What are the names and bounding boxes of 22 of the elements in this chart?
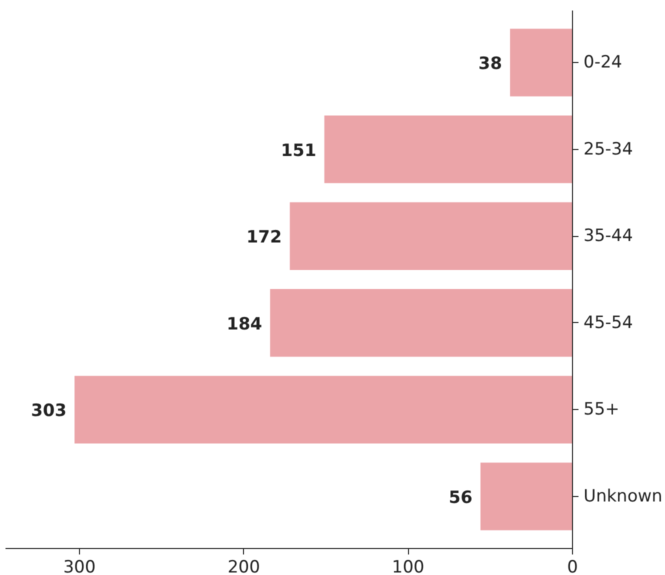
data-label: 172 xyxy=(246,228,282,248)
bar xyxy=(270,289,572,357)
x-tick-label: 100 xyxy=(392,558,424,575)
x-tick-label: 300 xyxy=(63,558,96,575)
data-label: 303 xyxy=(31,401,67,422)
bar xyxy=(74,376,572,444)
y-tick-label: 25-34 xyxy=(584,139,633,160)
x-tick-label: 0 xyxy=(567,558,578,575)
x-tick-label: 200 xyxy=(228,558,260,575)
bar xyxy=(480,462,572,530)
y-tick-label: Unknown xyxy=(584,486,662,506)
y-tick-label: 35-44 xyxy=(584,226,633,246)
data-label: 38 xyxy=(478,54,502,74)
y-tick-label: 0-24 xyxy=(584,52,622,73)
y-tick-label: 45-54 xyxy=(584,312,633,333)
data-label: 151 xyxy=(280,140,316,161)
data-label: 184 xyxy=(226,314,262,334)
bar xyxy=(290,202,572,270)
data-label: 56 xyxy=(448,488,472,508)
y-tick-label: 55+ xyxy=(584,400,620,420)
bar xyxy=(510,28,572,96)
bar xyxy=(324,115,572,184)
